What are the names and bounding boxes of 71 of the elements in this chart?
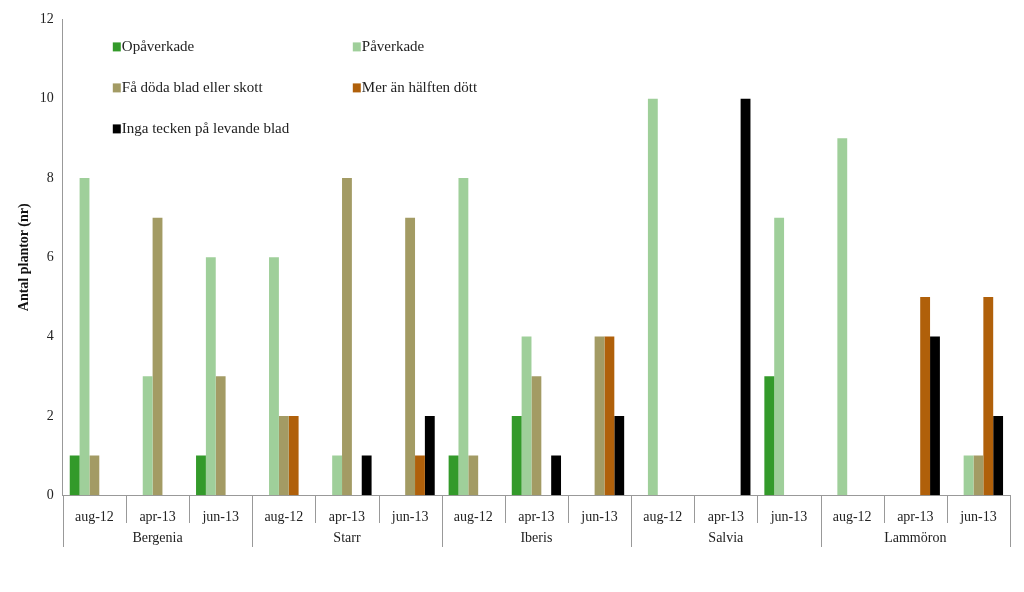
bar: [89, 455, 100, 496]
bar: [740, 98, 751, 496]
x-tick-label: apr-13: [139, 509, 176, 525]
text: Iberis: [520, 529, 553, 545]
bar: [142, 376, 153, 496]
bar: [837, 138, 848, 496]
bar: [963, 455, 974, 496]
x-tick-label: jun-13: [959, 509, 997, 525]
x-tick-label: jun-13: [580, 509, 618, 525]
legend-label: Inga tecken på levande blad: [121, 120, 290, 137]
bar: [594, 336, 605, 496]
bar: [511, 415, 522, 496]
bar: [332, 455, 343, 496]
bar: [278, 415, 289, 496]
x-tick-label: jun-13: [390, 509, 429, 525]
bar: [361, 455, 372, 496]
y-tick-label: 2: [46, 407, 54, 423]
bar: [647, 98, 658, 496]
bar: [424, 415, 435, 496]
y-axis-title: Antal plantor (nr): [16, 203, 33, 312]
text: Bergenia: [132, 529, 184, 545]
x-tick-label: aug-12: [74, 509, 114, 525]
x-tick-label: jun-13: [769, 509, 808, 525]
bar: [342, 178, 352, 496]
bar: [415, 455, 425, 496]
bar: [152, 217, 163, 496]
text: Lammöron: [884, 529, 947, 545]
bar: [79, 178, 90, 496]
x-tick-label: apr-13: [897, 509, 934, 525]
bar: [269, 257, 279, 496]
y-tick-label: 4: [46, 328, 54, 344]
x-tick-label: apr-13: [707, 509, 744, 525]
bar: [983, 296, 994, 496]
legend-label: Få döda blad eller skott: [121, 79, 264, 96]
bar: [993, 415, 1004, 496]
x-tick-label: aug-12: [453, 509, 493, 525]
y-tick-label: 12: [39, 11, 54, 27]
bar: [930, 336, 940, 496]
x-tick-label: aug-12: [643, 509, 683, 525]
bar: [69, 455, 80, 496]
y-tick-label: 10: [39, 90, 54, 106]
legend-label: Opåverkade: [121, 38, 195, 55]
bar: [521, 336, 532, 496]
bar: [920, 296, 931, 496]
bar: [468, 455, 479, 496]
bar: [973, 455, 984, 496]
bar: [604, 336, 615, 496]
bar: [205, 257, 216, 496]
bar: [551, 455, 562, 496]
x-tick-label: jun-13: [201, 509, 239, 525]
bar: [614, 415, 625, 496]
bar: [458, 178, 469, 496]
x-tick-label: apr-13: [328, 509, 366, 525]
bar: [405, 217, 416, 496]
y-tick-label: 8: [46, 169, 54, 185]
x-tick-label: apr-13: [518, 509, 555, 525]
text: Salvia: [708, 529, 745, 545]
bar: [215, 376, 226, 496]
bar: [764, 376, 775, 496]
x-tick-label: aug-12: [832, 509, 872, 525]
legend-label: Påverkade: [361, 38, 425, 55]
bar: [196, 455, 206, 496]
y-tick-label: 0: [46, 486, 54, 502]
bar: [774, 217, 785, 496]
legend-label: Mer än hälften dött: [361, 79, 479, 96]
bar: [531, 376, 542, 496]
text: Starr: [333, 529, 361, 545]
bar: [448, 455, 459, 496]
x-tick-label: aug-12: [264, 509, 304, 525]
y-tick-label: 6: [46, 248, 54, 264]
bar: [288, 415, 299, 496]
